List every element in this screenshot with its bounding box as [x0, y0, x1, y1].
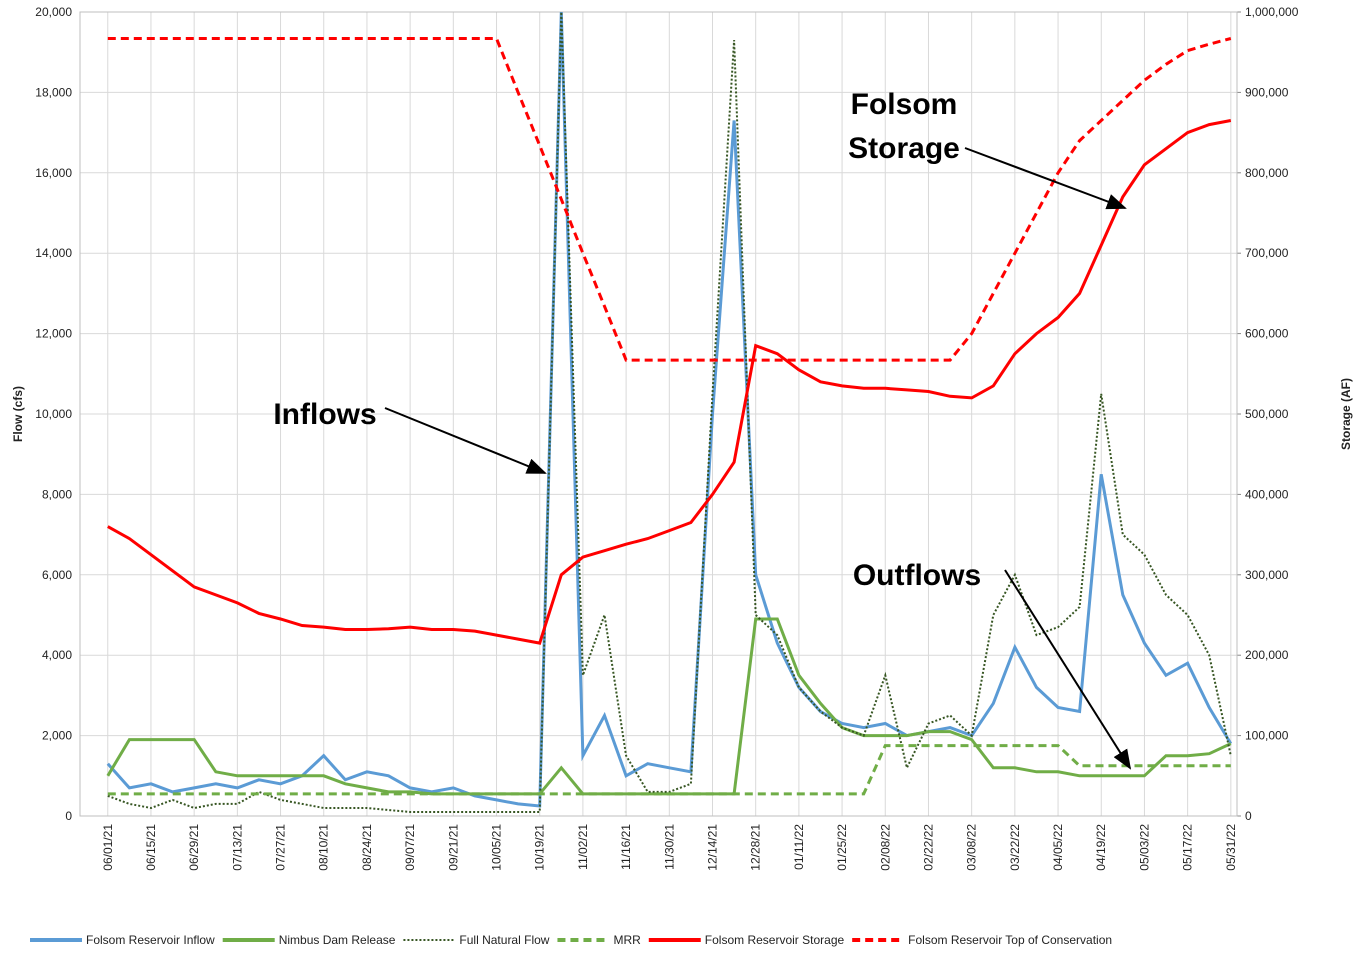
x-tick-label: 12/14/21 — [705, 824, 719, 871]
x-tick-label: 03/22/22 — [1008, 824, 1022, 871]
legend-label: Folsom Reservoir Storage — [705, 933, 845, 947]
x-tick-label: 06/29/21 — [187, 824, 201, 871]
y-tick-label: 14,000 — [35, 246, 72, 260]
y2-tick-label: 100,000 — [1245, 729, 1289, 743]
y-axis-label: Flow (cfs) — [11, 386, 25, 442]
x-tick-label: 10/19/21 — [533, 824, 547, 871]
legend-label: Nimbus Dam Release — [279, 933, 396, 947]
annotation: Storage — [848, 132, 960, 165]
y2-tick-label: 200,000 — [1245, 648, 1289, 662]
y-tick-label: 16,000 — [35, 166, 72, 180]
x-tick-label: 09/21/21 — [446, 824, 460, 871]
y2-tick-label: 600,000 — [1245, 327, 1289, 341]
x-tick-label: 06/01/21 — [101, 824, 115, 871]
y2-tick-label: 800,000 — [1245, 166, 1289, 180]
legend-label: Full Natural Flow — [459, 933, 549, 947]
x-tick-label: 04/19/22 — [1094, 824, 1108, 871]
y2-tick-label: 0 — [1245, 809, 1252, 823]
y2-tick-label: 700,000 — [1245, 246, 1289, 260]
x-tick-label: 10/05/21 — [490, 824, 504, 871]
x-tick-label: 01/11/22 — [792, 824, 806, 870]
y2-tick-label: 300,000 — [1245, 568, 1289, 582]
arrow — [964, 147, 1127, 210]
x-tick-label: 07/27/21 — [274, 824, 288, 871]
series-line — [107, 37, 1232, 362]
plot-border — [79, 11, 1238, 817]
legend-label: Folsom Reservoir Top of Conservation — [908, 933, 1112, 947]
x-tick-label: 06/15/21 — [144, 824, 158, 871]
y-tick-label: 0 — [65, 809, 72, 823]
x-tick-label: 02/08/22 — [878, 824, 892, 871]
y-tick-label: 20,000 — [35, 5, 72, 19]
annotations: Inflows Outflows Folsom Storage — [273, 88, 1132, 770]
y2-tick-label: 1,000,000 — [1245, 5, 1299, 19]
x-tick-label: 05/17/22 — [1181, 824, 1195, 871]
y2-tick-label: 500,000 — [1245, 407, 1289, 421]
plot — [106, 11, 1233, 813]
annotation: Inflows — [273, 398, 376, 431]
x-tick-label: 09/07/21 — [403, 824, 417, 871]
y-tick-label: 8,000 — [42, 487, 72, 501]
y-tick-label: 12,000 — [35, 327, 72, 341]
x-tick-label: 11/02/21 — [576, 824, 590, 870]
x-tick-label: 12/28/21 — [749, 824, 763, 871]
x-tick-label: 07/13/21 — [230, 824, 244, 871]
y-tick-label: 18,000 — [35, 85, 72, 99]
y-tick-label: 4,000 — [42, 648, 72, 662]
x-tick-label: 08/24/21 — [360, 824, 374, 871]
x-tick-label: 05/03/22 — [1137, 824, 1151, 871]
annotation: Folsom — [851, 88, 958, 121]
x-tick-label: 04/05/22 — [1051, 824, 1065, 871]
annotation: Outflows — [853, 559, 981, 592]
series-line — [107, 119, 1232, 645]
y2-tick-label: 900,000 — [1245, 85, 1289, 99]
x-tick-label: 01/25/22 — [835, 824, 849, 871]
x-tick-label: 05/31/22 — [1224, 824, 1238, 871]
grid — [79, 11, 1241, 817]
x-tick-label: 11/30/21 — [662, 824, 676, 870]
x-tick-label: 11/16/21 — [619, 824, 633, 870]
x-tick-label: 08/10/21 — [317, 824, 331, 871]
x-tick-label: 02/22/22 — [921, 824, 935, 871]
legend-label: Folsom Reservoir Inflow — [86, 933, 215, 947]
y-tick-label: 10,000 — [35, 407, 72, 421]
arrow — [1004, 569, 1132, 770]
y2-axis-label: Storage (AF) — [1339, 378, 1353, 450]
arrow — [384, 407, 547, 474]
y-tick-label: 2,000 — [42, 729, 72, 743]
series-line — [107, 744, 1231, 796]
legend-label: MRR — [613, 933, 641, 947]
y2-tick-label: 400,000 — [1245, 487, 1289, 501]
x-tick-label: 03/08/22 — [965, 824, 979, 871]
y-tick-label: 6,000 — [42, 568, 72, 582]
series-line — [106, 11, 1233, 808]
